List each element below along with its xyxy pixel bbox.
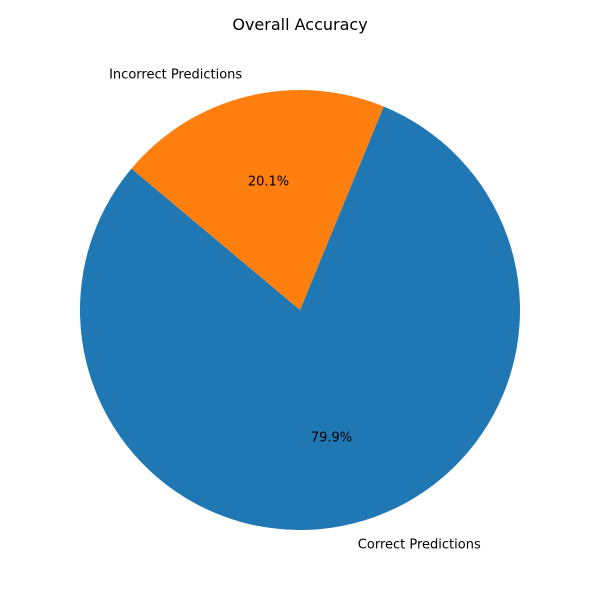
- chart-title: Overall Accuracy: [232, 15, 367, 34]
- pie-slice-1: [131, 90, 384, 311]
- slice-label-1: Incorrect Predictions: [109, 68, 242, 83]
- pie-labels: Correct Predictions 79.9% Incorrect Predic…: [109, 68, 481, 553]
- slice-percentage-0: 79.9%: [311, 431, 352, 446]
- slice-percentage-1: 20.1%: [248, 174, 289, 189]
- slice-label-0: Correct Predictions: [358, 537, 481, 552]
- pie-slice-0: [80, 106, 521, 531]
- pie-slices: [80, 90, 521, 531]
